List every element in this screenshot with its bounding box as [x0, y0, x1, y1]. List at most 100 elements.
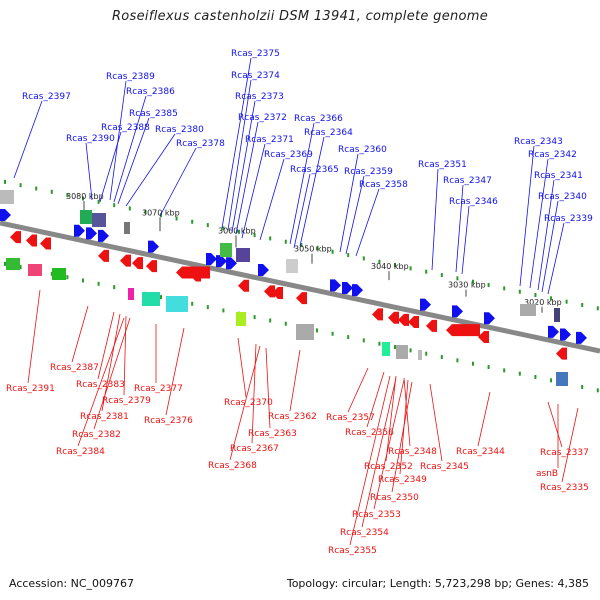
- gene-feature-block: [80, 210, 92, 224]
- bottom-gene-label: Rcas_2348: [388, 447, 437, 457]
- kbp-label: 3040 kbp: [371, 262, 409, 271]
- tick-mark: [284, 321, 287, 326]
- tick-mark: [565, 299, 568, 304]
- tick-mark: [534, 375, 537, 380]
- tick-mark: [284, 239, 287, 244]
- top-gene-label: Rcas_2358: [359, 180, 408, 190]
- bottom-leader-line: [373, 379, 405, 510]
- bottom-leader-line: [77, 317, 125, 447]
- reverse-gene: [40, 237, 51, 250]
- top-leader-line: [99, 131, 122, 203]
- top-leader-line: [259, 158, 285, 241]
- tick-mark: [518, 289, 521, 294]
- tick-mark: [503, 368, 506, 373]
- top-leader-line: [345, 175, 365, 255]
- forward-gene: [484, 312, 495, 325]
- bottom-leader-line: [366, 371, 385, 428]
- kbp-label: 3020 kbp: [524, 298, 562, 307]
- bottom-gene-label: Rcas_2387: [50, 363, 99, 373]
- top-leader-line: [537, 179, 555, 291]
- top-gene-label: Rcas_2343: [514, 137, 563, 147]
- tick-mark: [425, 269, 428, 274]
- bottom-leader-line: [237, 337, 247, 398]
- kbp-label: 3050 kbp: [294, 245, 332, 254]
- gene-feature-block: [236, 312, 246, 326]
- tick-mark: [440, 355, 443, 360]
- forward-gene: [86, 227, 97, 240]
- bottom-leader-line: [165, 327, 185, 416]
- forward-gene: [548, 325, 559, 338]
- tick-mark: [269, 236, 272, 241]
- bottom-gene-label: Rcas_2357: [326, 413, 375, 423]
- bottom-gene-label: Rcas_2355: [328, 546, 377, 556]
- tick-mark: [222, 308, 225, 313]
- gene-feature-block: [396, 345, 408, 359]
- kbp-label: 3030 kbp: [448, 281, 486, 290]
- gene-feature-block: [286, 259, 298, 273]
- tick-mark: [378, 341, 381, 346]
- bottom-gene-label: Rcas_2376: [144, 416, 193, 426]
- forward-gene: [148, 240, 159, 253]
- genome-backbone: [0, 220, 600, 354]
- reverse-gene: [264, 285, 275, 298]
- bottom-leader-line: [385, 375, 397, 462]
- tick-mark: [35, 186, 38, 191]
- forward-gene: [576, 331, 587, 344]
- bottom-leader-line: [349, 375, 391, 546]
- tick-mark: [362, 256, 365, 261]
- top-leader-line: [541, 200, 559, 293]
- tick-mark: [222, 226, 225, 231]
- tick-mark: [534, 293, 537, 298]
- bottom-leader-line: [361, 377, 397, 528]
- tick-mark: [300, 243, 303, 248]
- top-gene-label: Rcas_2372: [238, 113, 287, 123]
- gene-feature-block: [220, 243, 232, 257]
- top-leader-line: [455, 184, 464, 273]
- top-leader-line: [235, 121, 259, 235]
- tick-mark: [50, 271, 53, 276]
- reverse-gene: [146, 260, 157, 273]
- top-leader-line: [293, 173, 311, 249]
- top-gene-label: Rcas_2388: [101, 123, 150, 133]
- tick-mark: [487, 283, 490, 288]
- bottom-gene-label: Rcas_2383: [76, 380, 125, 390]
- tick-mark: [331, 249, 334, 254]
- tick-mark: [269, 318, 272, 323]
- top-gene-label: Rcas_2386: [126, 87, 175, 97]
- reverse-gene: [132, 257, 143, 270]
- top-gene-label: Rcas_2378: [176, 139, 225, 149]
- bottom-gene-label: Rcas_2352: [364, 462, 413, 472]
- reverse-gene: [408, 316, 419, 329]
- tick-mark: [378, 259, 381, 264]
- tick-mark: [596, 306, 599, 311]
- tick-mark: [238, 229, 240, 234]
- bottom-gene-label: Rcas_2335: [540, 483, 589, 493]
- bottom-leader-line: [289, 349, 301, 412]
- top-gene-label: Rcas_2397: [22, 92, 71, 102]
- top-gene-label: Rcas_2347: [443, 176, 492, 186]
- top-gene-label: Rcas_2364: [304, 128, 353, 138]
- bottom-gene-label: Rcas_2391: [6, 384, 55, 394]
- bottom-gene-label: Rcas_2344: [456, 447, 505, 457]
- reverse-gene: [556, 347, 567, 360]
- forward-gene: [98, 229, 109, 242]
- gene-feature-block: [296, 324, 314, 340]
- gene-feature-block: [92, 213, 106, 227]
- bottom-leader-line: [265, 347, 271, 429]
- top-leader-line: [529, 158, 549, 289]
- accession-label: Accession: NC_009767: [9, 577, 135, 590]
- gene-feature-block: [142, 292, 160, 306]
- top-leader-line: [117, 117, 150, 205]
- tick-mark: [113, 285, 116, 290]
- top-leader-line: [289, 122, 315, 245]
- gene-feature-block: [6, 258, 20, 270]
- gene-feature-block: [520, 304, 536, 316]
- tick-mark: [440, 273, 443, 278]
- gene-feature-block: [124, 222, 130, 234]
- tick-mark: [316, 328, 318, 333]
- top-leader-line: [109, 80, 127, 201]
- top-gene-label: Rcas_2371: [245, 135, 294, 145]
- top-gene-label: Rcas_2339: [544, 214, 593, 224]
- bottom-gene-label: Rcas_2350: [370, 493, 419, 503]
- top-leader-line: [431, 168, 439, 271]
